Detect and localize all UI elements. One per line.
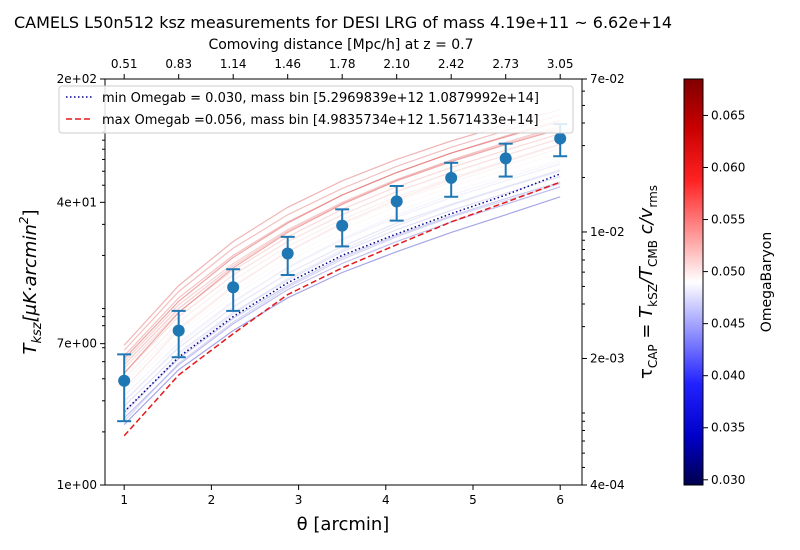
x-tick-label: 1 bbox=[120, 493, 128, 507]
axes: 1 2 3 4 5 6 0.51 0.83 1.14 1.46 1.78 2.10 2.42 2.73 3.… bbox=[57, 57, 625, 507]
data-point bbox=[445, 171, 458, 184]
measurement-errorbars bbox=[117, 123, 568, 423]
top-tick-label: 2.42 bbox=[438, 57, 465, 71]
legend-label-max: max Omegab =0.056, mass bin [4.9835734e+… bbox=[102, 113, 539, 128]
top-tick-label: 1.14 bbox=[220, 57, 247, 71]
colorbar-tick-label: 0.040 bbox=[711, 369, 745, 383]
y2-axis-label: τCAP = TkSZ/TCMB c/vrms bbox=[636, 185, 660, 379]
sim-curve-1 bbox=[123, 186, 561, 419]
x-tick-label: 6 bbox=[556, 493, 564, 507]
data-point bbox=[227, 281, 240, 294]
data-point bbox=[390, 195, 403, 208]
legend-box bbox=[58, 85, 574, 134]
data-point bbox=[499, 152, 512, 165]
plot-frame bbox=[104, 78, 583, 486]
colorbar-label: OmegaBaryon bbox=[759, 232, 775, 332]
y-axis-label: Tksz[μK·arcmin2] bbox=[17, 209, 45, 354]
top-tick-label: 2.73 bbox=[492, 57, 519, 71]
x-axis-label: θ [arcmin] bbox=[297, 514, 390, 535]
x-tick-label: 5 bbox=[469, 493, 477, 507]
simulation-curves bbox=[123, 109, 561, 426]
colorbar-tick-label: 0.050 bbox=[711, 265, 745, 279]
data-point bbox=[554, 132, 567, 145]
top-tick-label: 2.10 bbox=[383, 57, 410, 71]
legend-label-min: min Omegab = 0.030, mass bin [5.2969839e… bbox=[102, 91, 539, 106]
y2-label-part: /T bbox=[636, 265, 657, 286]
y-tick-label: 2e+02 bbox=[57, 72, 97, 86]
data-point bbox=[118, 374, 131, 387]
colorbar-tick-label: 0.030 bbox=[711, 473, 745, 487]
top-tick-label: 1.78 bbox=[329, 57, 356, 71]
y2-label-part: c/v bbox=[636, 207, 657, 240]
max-omegab-curve bbox=[123, 181, 561, 437]
x-tick-label: 4 bbox=[382, 493, 390, 507]
data-point bbox=[336, 219, 349, 232]
sim-curve-22 bbox=[123, 128, 561, 374]
sim-curve-17 bbox=[123, 127, 561, 363]
colorbar-ticks: 0.030 0.035 0.040 0.045 0.050 0.055 0.060 0.065 bbox=[703, 108, 745, 487]
y2-label-sub: CMB bbox=[646, 240, 660, 267]
colorbar-tick-label: 0.055 bbox=[711, 213, 745, 227]
x-tick-label: 2 bbox=[208, 493, 216, 507]
y2-label-part: = T bbox=[636, 305, 657, 345]
y2-label-sub: CAP bbox=[646, 344, 660, 368]
min-omegab-curve bbox=[123, 173, 561, 413]
chart-title: CAMELS L50n512 ksz measurements for DESI… bbox=[14, 13, 672, 32]
y-tick-label: 4e+01 bbox=[57, 195, 97, 209]
top-tick-label: 3.05 bbox=[547, 57, 574, 71]
sim-curve-19 bbox=[123, 119, 561, 357]
data-point bbox=[281, 247, 294, 260]
colorbar-tick-label: 0.060 bbox=[711, 160, 745, 174]
colorbar-tick-label: 0.065 bbox=[711, 108, 745, 122]
colorbar-tick-label: 0.035 bbox=[711, 421, 745, 435]
colorbar: 0.030 0.035 0.040 0.045 0.050 0.055 0.060 0.065… bbox=[683, 78, 775, 487]
y-tick-label: 1e+00 bbox=[57, 478, 97, 492]
colorbar-gradient bbox=[683, 78, 704, 486]
sim-curve-6 bbox=[123, 170, 561, 416]
y2-tick-label: 1e-02 bbox=[590, 225, 625, 239]
x-tick-label: 3 bbox=[295, 493, 303, 507]
top-tick-label: 0.83 bbox=[165, 57, 192, 71]
sim-curve-0 bbox=[123, 196, 561, 426]
sim-curve-23 bbox=[123, 120, 561, 360]
sim-curve-3 bbox=[123, 183, 561, 422]
y2-label-sub: kSZ bbox=[646, 284, 660, 307]
colorbar-tick-label: 0.045 bbox=[711, 317, 745, 331]
sim-curve-2 bbox=[123, 181, 561, 413]
sim-curve-20 bbox=[123, 114, 561, 351]
sim-curve-18 bbox=[123, 125, 561, 366]
y-tick-label: 7e+00 bbox=[57, 337, 97, 351]
top-tick-label: 0.51 bbox=[111, 57, 138, 71]
top-tick-label: 1.46 bbox=[274, 57, 301, 71]
extreme-curves bbox=[123, 173, 561, 437]
sim-curve-4 bbox=[123, 175, 561, 407]
y2-label-part: τ bbox=[636, 368, 657, 379]
y2-tick-label: 7e-02 bbox=[590, 72, 625, 86]
top-axis-label: Comoving distance [Mpc/h] at z = 0.7 bbox=[208, 37, 473, 53]
legend: min Omegab = 0.030, mass bin [5.2969839e… bbox=[58, 85, 574, 134]
y2-label-sub: rms bbox=[646, 185, 660, 208]
data-point bbox=[172, 324, 185, 337]
y2-tick-label: 2e-03 bbox=[590, 351, 625, 365]
y2-tick-label: 4e-04 bbox=[590, 478, 625, 492]
